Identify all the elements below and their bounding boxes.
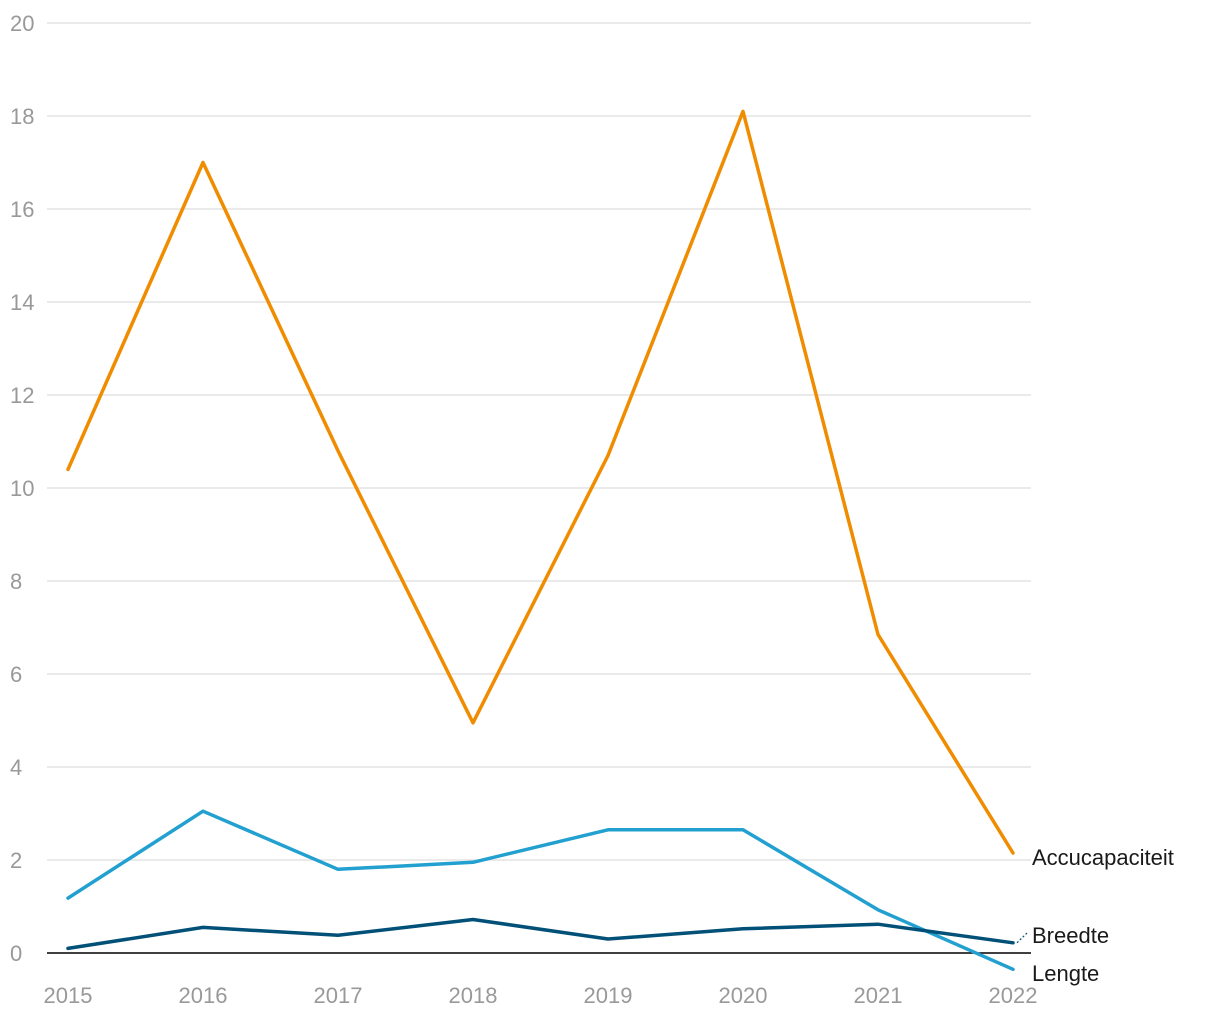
- y-tick-label: 0: [10, 941, 22, 966]
- y-tick-label: 16: [10, 197, 34, 222]
- y-tick-label: 18: [10, 104, 34, 129]
- x-tick-label: 2018: [449, 983, 498, 1008]
- y-tick-label: 20: [10, 11, 34, 36]
- series-line-accucapaciteit: [66, 109, 1015, 855]
- x-tick-label: 2017: [314, 983, 363, 1008]
- x-tick-label: 2021: [854, 983, 903, 1008]
- series-label-breedte: Breedte: [1032, 923, 1109, 948]
- series-line-breedte: [66, 917, 1015, 951]
- x-tick-label: 2019: [584, 983, 633, 1008]
- series-lines: [66, 109, 1015, 972]
- gridlines: [47, 22, 1031, 954]
- y-tick-label: 4: [10, 755, 22, 780]
- y-tick-label: 10: [10, 476, 34, 501]
- x-tick-label: 2015: [44, 983, 93, 1008]
- series-labels: Accucapaciteit Lengte Breedte: [1016, 845, 1174, 986]
- y-tick-label: 12: [10, 383, 34, 408]
- y-tick-label: 2: [10, 848, 22, 873]
- series-line-lengte: [66, 809, 1015, 972]
- x-tick-label: 2016: [179, 983, 228, 1008]
- series-label-accucapaciteit: Accucapaciteit: [1032, 845, 1174, 870]
- x-tick-label: 2022: [989, 983, 1038, 1008]
- label-leader-line: [1016, 932, 1028, 944]
- y-tick-label: 8: [10, 569, 22, 594]
- x-tick-label: 2020: [719, 983, 768, 1008]
- y-tick-label: 14: [10, 290, 34, 315]
- y-axis-ticks: 0 2 4 6 8 10 12 14 16 18 20: [10, 11, 34, 966]
- y-tick-label: 6: [10, 662, 22, 687]
- series-label-lengte: Lengte: [1032, 961, 1099, 986]
- x-axis-ticks: 2015 2016 2017 2018 2019 2020 2021 2022: [44, 983, 1038, 1008]
